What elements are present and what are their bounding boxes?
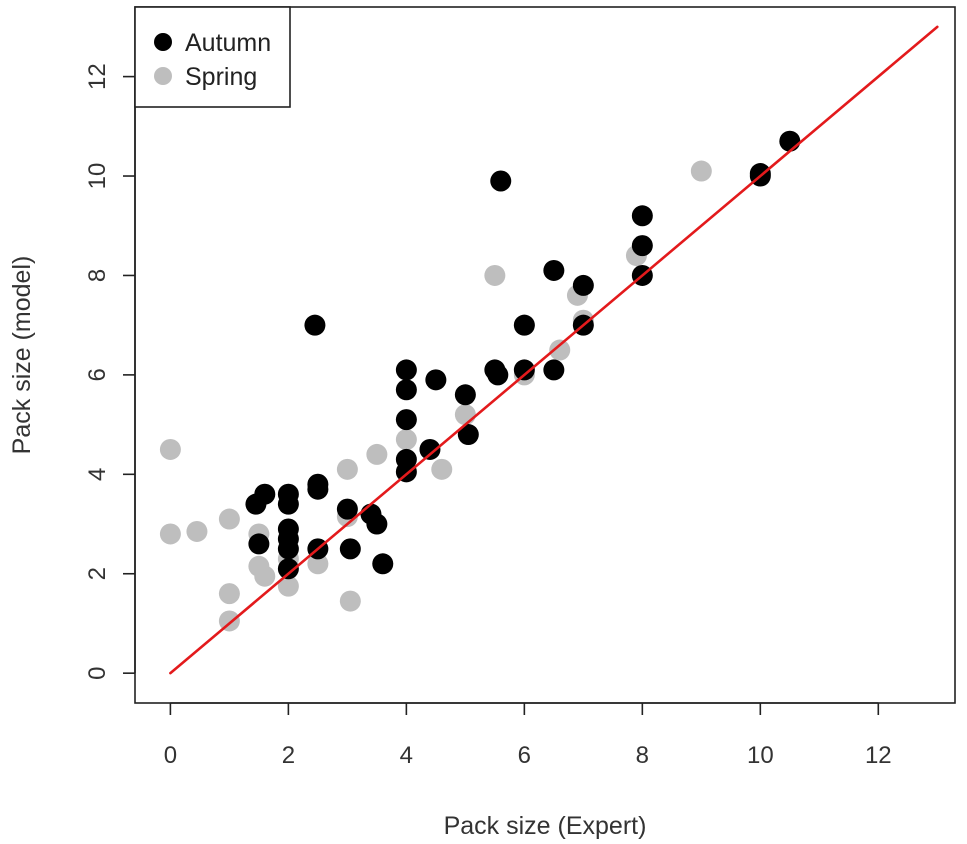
data-point-spring xyxy=(159,523,181,545)
data-point-autumn xyxy=(277,558,299,580)
data-point-autumn xyxy=(395,379,417,401)
legend-label-spring: Spring xyxy=(185,63,257,91)
data-point-autumn xyxy=(336,498,358,520)
data-point-autumn xyxy=(277,538,299,560)
reference-line xyxy=(169,25,939,675)
data-point-spring xyxy=(395,429,417,451)
data-point-autumn xyxy=(254,483,276,505)
x-tick-label: 8 xyxy=(636,742,649,769)
data-point-spring xyxy=(484,264,506,286)
data-point-autumn xyxy=(304,314,326,336)
y-tick-label: 0 xyxy=(84,666,111,679)
data-point-spring xyxy=(218,508,240,530)
data-point-autumn xyxy=(248,533,270,555)
y-axis-title: Pack size (model) xyxy=(8,256,36,455)
series-autumn xyxy=(245,130,801,580)
data-point-autumn xyxy=(457,424,479,446)
data-point-autumn xyxy=(366,513,388,535)
data-point-autumn xyxy=(425,369,447,391)
data-point-autumn xyxy=(339,538,361,560)
data-point-autumn xyxy=(513,314,535,336)
x-tick-label: 10 xyxy=(747,742,774,769)
y-tick-label: 10 xyxy=(84,163,111,190)
x-tick-label: 0 xyxy=(164,742,177,769)
data-point-spring xyxy=(336,458,358,480)
data-point-autumn xyxy=(631,205,653,227)
data-point-spring xyxy=(339,590,361,612)
x-axis-title: Pack size (Expert) xyxy=(444,812,647,840)
legend-marker-spring xyxy=(154,67,172,85)
legend-marker-autumn xyxy=(154,33,172,51)
series-layer xyxy=(159,130,801,632)
data-point-autumn xyxy=(779,130,801,152)
data-point-autumn xyxy=(543,359,565,381)
x-axis: 0 2 4 6 8 10 12 xyxy=(164,702,892,769)
y-tick-label: 6 xyxy=(84,368,111,381)
data-point-spring xyxy=(549,339,571,361)
data-point-autumn xyxy=(543,259,565,281)
x-tick-label: 6 xyxy=(518,742,531,769)
series-spring xyxy=(159,160,712,632)
data-point-spring xyxy=(690,160,712,182)
legend-box xyxy=(134,6,291,108)
y-tick-label: 8 xyxy=(84,269,111,282)
y-tick-label: 12 xyxy=(84,63,111,90)
data-point-spring xyxy=(254,565,276,587)
data-point-autumn xyxy=(307,478,329,500)
data-point-spring xyxy=(159,438,181,460)
y-tick-label: 2 xyxy=(84,567,111,580)
data-point-spring xyxy=(366,443,388,465)
reference-line-layer xyxy=(169,25,939,675)
y-axis: 0 2 4 6 8 10 12 xyxy=(84,63,136,680)
data-point-autumn xyxy=(487,364,509,386)
data-point-autumn xyxy=(372,553,394,575)
data-point-spring xyxy=(277,575,299,597)
data-point-autumn xyxy=(572,274,594,296)
data-point-autumn xyxy=(419,438,441,460)
x-tick-label: 4 xyxy=(400,742,413,769)
data-point-autumn xyxy=(631,235,653,257)
data-point-autumn xyxy=(513,359,535,381)
x-tick-label: 12 xyxy=(865,742,892,769)
data-point-autumn xyxy=(395,409,417,431)
data-point-spring xyxy=(431,458,453,480)
data-point-autumn xyxy=(490,170,512,192)
data-point-spring xyxy=(454,404,476,426)
legend: Autumn Spring xyxy=(134,6,291,108)
data-point-spring xyxy=(218,583,240,605)
data-point-autumn xyxy=(277,493,299,515)
data-point-spring xyxy=(186,520,208,542)
data-point-spring xyxy=(307,553,329,575)
data-point-autumn xyxy=(395,359,417,381)
data-point-autumn xyxy=(454,384,476,406)
x-tick-label: 2 xyxy=(282,742,295,769)
y-tick-label: 4 xyxy=(84,468,111,481)
legend-label-autumn: Autumn xyxy=(185,29,271,57)
